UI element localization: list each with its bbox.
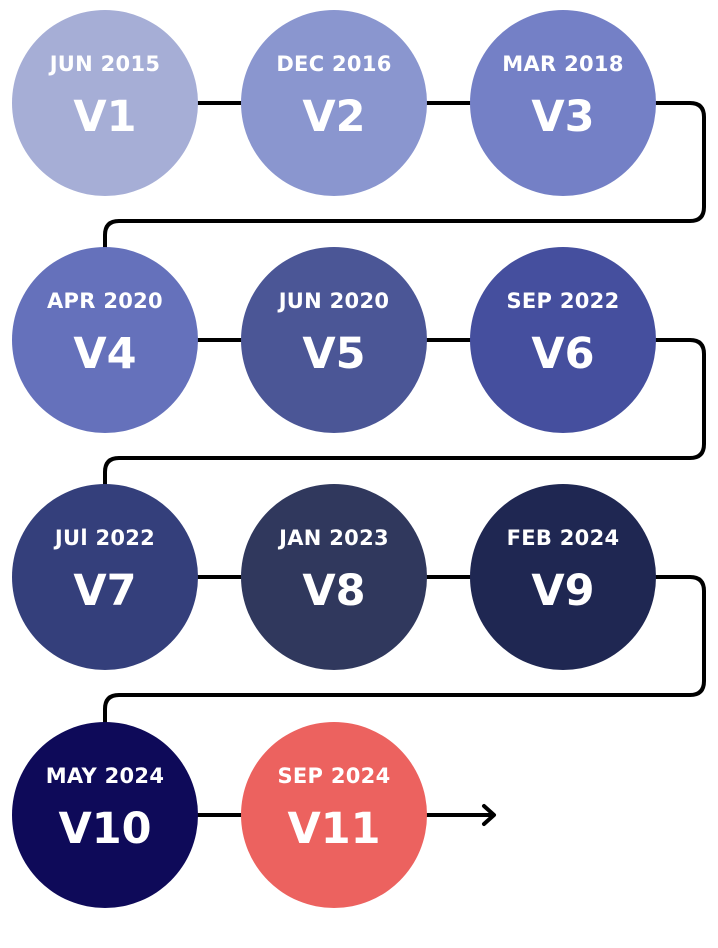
timeline-node-v3: MAR 2018 V3	[470, 10, 656, 196]
version-label: V11	[287, 804, 381, 854]
timeline-node-v5: JUN 2020 V5	[241, 247, 427, 433]
release-date: DEC 2016	[276, 52, 392, 76]
connector-v6-v7	[103, 338, 706, 489]
release-date: APR 2020	[47, 289, 163, 313]
release-date: JAN 2023	[279, 526, 389, 550]
version-label: V3	[531, 92, 595, 142]
release-date: JUN 2015	[49, 52, 161, 76]
arrow-head-icon	[482, 804, 496, 826]
timeline-node-v9: FEB 2024 V9	[470, 484, 656, 670]
timeline-node-v4: APR 2020 V4	[12, 247, 198, 433]
release-date: JUN 2020	[278, 289, 390, 313]
timeline-node-v10: MAY 2024 V10	[12, 722, 198, 908]
version-label: V9	[531, 566, 595, 616]
version-label: V1	[73, 92, 137, 142]
release-date: MAY 2024	[45, 764, 165, 788]
release-date: FEB 2024	[506, 526, 620, 550]
release-date: SEP 2022	[506, 289, 620, 313]
version-label: V2	[302, 92, 366, 142]
connector-v3-v4	[103, 101, 706, 252]
timeline-node-v6: SEP 2022 V6	[470, 247, 656, 433]
version-label: V6	[531, 329, 595, 379]
release-date: SEP 2024	[277, 764, 391, 788]
connector-v9-v10	[103, 575, 706, 726]
timeline-node-v8: JAN 2023 V8	[241, 484, 427, 670]
release-date: JUl 2022	[54, 526, 156, 550]
timeline-node-v2: DEC 2016 V2	[241, 10, 427, 196]
version-label: V7	[73, 566, 137, 616]
version-label: V10	[58, 804, 152, 854]
timeline-node-v1: JUN 2015 V1	[12, 10, 198, 196]
release-date: MAR 2018	[502, 52, 624, 76]
version-label: V5	[302, 329, 366, 379]
timeline-node-v7: JUl 2022 V7	[12, 484, 198, 670]
version-label: V8	[302, 566, 366, 616]
timeline-node-v11: SEP 2024 V11	[241, 722, 427, 908]
version-label: V4	[73, 329, 137, 379]
